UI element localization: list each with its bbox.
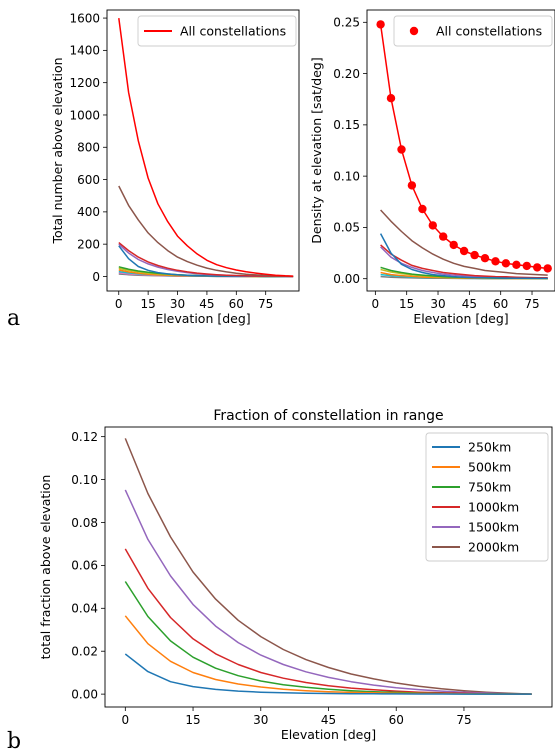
y-axis-label: Density at elevation [sat/deg] [309,57,324,243]
point-all-constellations [449,240,458,250]
x-tick-label: 45 [321,713,336,727]
y-axis-label: Total number above elevation [50,57,65,244]
x-tick-label: 30 [253,713,268,727]
y-tick-label: 200 [77,237,100,251]
x-tick-label: 0 [121,713,129,727]
x-tick-label: 15 [141,297,156,311]
line-series-3 [380,244,548,279]
y-tick-label: 0 [92,270,100,284]
x-tick-label: 60 [389,713,404,727]
line-all-constellations [379,24,548,270]
y-tick-label: 600 [77,173,100,187]
point-all-constellations [491,257,500,266]
axes-frame [366,9,555,292]
panel-label-b: b [7,729,21,754]
legend-box [425,432,549,562]
legend-box [393,15,553,47]
legend-label: All constellations [436,24,542,39]
x-tick-label: 75 [258,297,273,311]
y-tick-label: 0.20 [333,67,360,81]
x-tick-label: 60 [493,297,508,311]
point-all-constellations [522,261,531,271]
legend: All constellations [393,15,553,47]
x-tick-label: 45 [199,297,214,311]
y-tick-label: 800 [77,141,100,155]
y-tick-label: 400 [77,205,100,219]
y-tick-label: 1600 [69,11,100,25]
y-tick-label: 0.15 [333,118,360,132]
x-tick-label: 0 [372,297,380,311]
point-all-constellations [501,259,511,268]
y-tick-label: 0.12 [71,430,98,444]
line-series-1 [118,185,294,278]
legend-label: 1500km [468,520,519,535]
x-tick-label: 30 [170,297,185,311]
x-tick-label: 15 [399,297,414,311]
legend-label: 500km [468,460,511,475]
y-tick-label: 1000 [69,108,100,122]
point-all-constellations [407,181,417,190]
x-axis-label: Elevation [deg] [155,311,250,326]
point-all-constellations [428,221,437,230]
panel-label-a: a [7,306,20,331]
y-tick-label: 0.05 [333,221,360,235]
y-tick-label: 0.10 [71,473,98,487]
y-tick-label: 0.00 [333,272,360,286]
legend: 250km 500km 750km 1000km 1500km 2000km [425,432,549,562]
point-all-constellations [376,20,385,29]
chart-title: Fraction of constellation in range [213,408,443,424]
point-all-constellations [533,263,542,272]
y-tick-label: 0.10 [333,169,360,183]
y-tick-label: 1400 [69,44,100,58]
point-all-constellations [459,246,469,256]
x-tick-label: 30 [430,297,445,311]
line-1000km [124,548,532,695]
legend-label: 2000km [468,540,519,555]
legend-label: 1000km [468,500,519,515]
chart-fraction-in-range: 0 15 30 45 60 75 0.00 0.02 0.04 0.06 0.08 0.10 0.12 E… [38,408,553,742]
x-tick-label: 0 [115,297,123,311]
chart-density: 0 15 30 45 60 75 0.00 0.05 0.10 0.15 0.20 0.25 Eleva… [309,9,555,326]
x-axis-label: Elevation [deg] [413,311,508,326]
line-500km [124,615,532,695]
y-tick-label: 0.02 [71,645,98,659]
y-tick-label: 0.25 [333,16,360,30]
line-series-2 [379,233,548,280]
line-250km [124,653,532,695]
point-all-constellations [480,254,490,263]
x-tick-label: 75 [456,713,471,727]
x-tick-label: 75 [524,297,539,311]
point-all-constellations [512,260,521,269]
y-tick-label: 0.06 [71,559,98,573]
y-tick-label: 1200 [69,76,100,90]
line-2000km [124,438,532,695]
x-tick-label: 60 [229,297,244,311]
x-axis-label: Elevation [deg] [281,727,376,742]
line-1500km [124,489,532,695]
y-tick-label: 0.00 [71,687,98,701]
x-tick-label: 15 [185,713,200,727]
y-axis-label: total fraction above elevation [38,475,53,660]
point-all-constellations [470,250,479,260]
axes-frame [106,9,300,292]
line-series-1 [380,209,548,276]
line-all-constellations [118,18,294,277]
point-all-constellations [543,264,552,273]
point-all-constellations [418,204,427,214]
legend-label: All constellations [180,24,286,39]
point-all-constellations [386,94,396,103]
y-tick-label: 0.04 [71,602,98,616]
legend-marker [409,26,419,36]
legend-label: 250km [468,440,511,455]
x-tick-label: 45 [462,297,477,311]
point-all-constellations [397,145,406,154]
legend: All constellations [137,15,297,47]
chart-total-number: 0 15 30 45 60 75 0 200 400 600 800 1000 1200 1400 1600… [50,9,300,326]
y-tick-label: 0.08 [71,516,98,530]
legend-label: 750km [468,480,511,495]
legend-box [137,15,297,47]
point-all-constellations [439,232,448,241]
